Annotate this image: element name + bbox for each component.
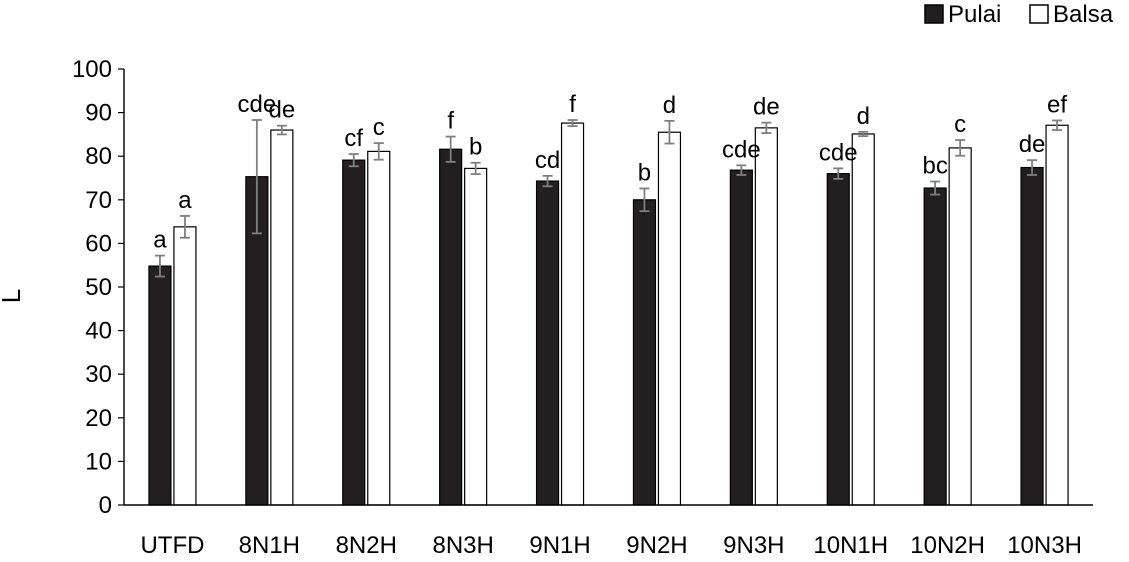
x-tick-label-8n1h: 8N1H — [239, 532, 300, 559]
bar-group — [148, 122, 1069, 506]
x-tick-label-8n2h: 8N2H — [336, 532, 397, 559]
significance-label-balsa: f — [569, 91, 576, 118]
x-tick-label-9n2h: 9N2H — [626, 532, 687, 559]
y-tick-label: 40 — [85, 318, 112, 345]
legend-swatch-balsa — [1029, 4, 1049, 24]
legend: Pulai Balsa — [924, 1, 1114, 28]
x-tick-label-10n3h: 10N3H — [1007, 532, 1082, 559]
y-tick-label: 60 — [85, 230, 112, 257]
significance-label-pulai: a — [153, 227, 167, 254]
y-tick-label: 80 — [85, 143, 112, 170]
bar-pulai-8n2h — [342, 159, 366, 506]
y-tick-label: 30 — [85, 361, 112, 388]
x-tick-label-8n3h: 8N3H — [432, 532, 493, 559]
significance-label-balsa: d — [663, 92, 676, 119]
bar-pulai-8n3h — [439, 148, 463, 506]
bar-balsa-9n3h — [754, 127, 778, 506]
y-tick-label: 20 — [85, 405, 112, 432]
significance-label-pulai: bc — [922, 152, 947, 179]
significance-label-balsa: b — [469, 134, 482, 161]
bar-balsa-10n1h — [851, 133, 875, 506]
bar-balsa-8n3h — [464, 167, 488, 506]
significance-label-pulai: cde — [237, 91, 276, 118]
category-label-group: UTFD 8N1H 8N2H 8N3H 9N1H 9N2H 9N3H 10N1H 10N2H 10… — [140, 532, 1081, 559]
x-tick-label-utfd: UTFD — [140, 532, 204, 559]
bar-pulai-9n3h — [729, 169, 753, 506]
error-bar-group — [154, 119, 1063, 278]
significance-label-balsa: d — [857, 103, 870, 130]
significance-label-balsa: de — [753, 94, 780, 121]
significance-label-balsa: c — [954, 111, 966, 138]
significance-label-pulai: cd — [535, 147, 560, 174]
bar-pulai-10n3h — [1020, 166, 1044, 506]
significance-label-pulai: cf — [344, 125, 363, 152]
y-tick-label: 0 — [99, 492, 112, 519]
bar-pulai-utfd — [148, 265, 172, 506]
y-axis-title: L — [0, 289, 26, 303]
bar-balsa-8n1h — [270, 129, 294, 506]
bar-balsa-9n2h — [657, 131, 682, 506]
x-tick-label-9n1h: 9N1H — [529, 532, 590, 559]
y-tick-label: 50 — [85, 274, 112, 301]
bar-pulai-9n1h — [535, 180, 560, 506]
x-tick-label-10n1h: 10N1H — [813, 532, 888, 559]
significance-label-pulai: cde — [819, 139, 858, 166]
significance-label-balsa: ef — [1047, 91, 1067, 118]
bar-balsa-8n2h — [367, 150, 391, 506]
axes-group — [123, 69, 1093, 506]
y-tick-group: 0 10 20 30 40 50 60 70 80 90 100 — [72, 56, 124, 519]
significance-label-pulai: cde — [722, 136, 761, 163]
legend-swatch-pulai — [924, 4, 944, 24]
significance-label-pulai: de — [1019, 131, 1046, 158]
y-axis-title-group: L — [0, 289, 26, 303]
y-tick-label: 90 — [85, 100, 112, 127]
legend-label-balsa: Balsa — [1053, 1, 1114, 28]
y-tick-label: 10 — [85, 448, 112, 475]
bar-pulai-10n1h — [826, 173, 850, 506]
significance-label-pulai: f — [447, 108, 454, 135]
x-tick-label-9n3h: 9N3H — [723, 532, 784, 559]
bar-balsa-9n1h — [560, 122, 585, 506]
bar-pulai-10n2h — [923, 187, 947, 506]
y-tick-label: 100 — [72, 56, 112, 83]
bar-pulai-9n2h — [632, 199, 657, 506]
bar-balsa-10n3h — [1045, 124, 1069, 506]
significance-label-balsa: c — [373, 114, 385, 141]
x-tick-label-10n2h: 10N2H — [910, 532, 985, 559]
bar-balsa-utfd — [173, 226, 197, 506]
y-tick-label: 70 — [85, 187, 112, 214]
significance-label-pulai: b — [638, 159, 651, 186]
significance-label-balsa: a — [178, 187, 192, 214]
significance-label-balsa: de — [268, 97, 295, 124]
bar-balsa-10n2h — [948, 147, 972, 506]
legend-label-pulai: Pulai — [948, 1, 1001, 28]
